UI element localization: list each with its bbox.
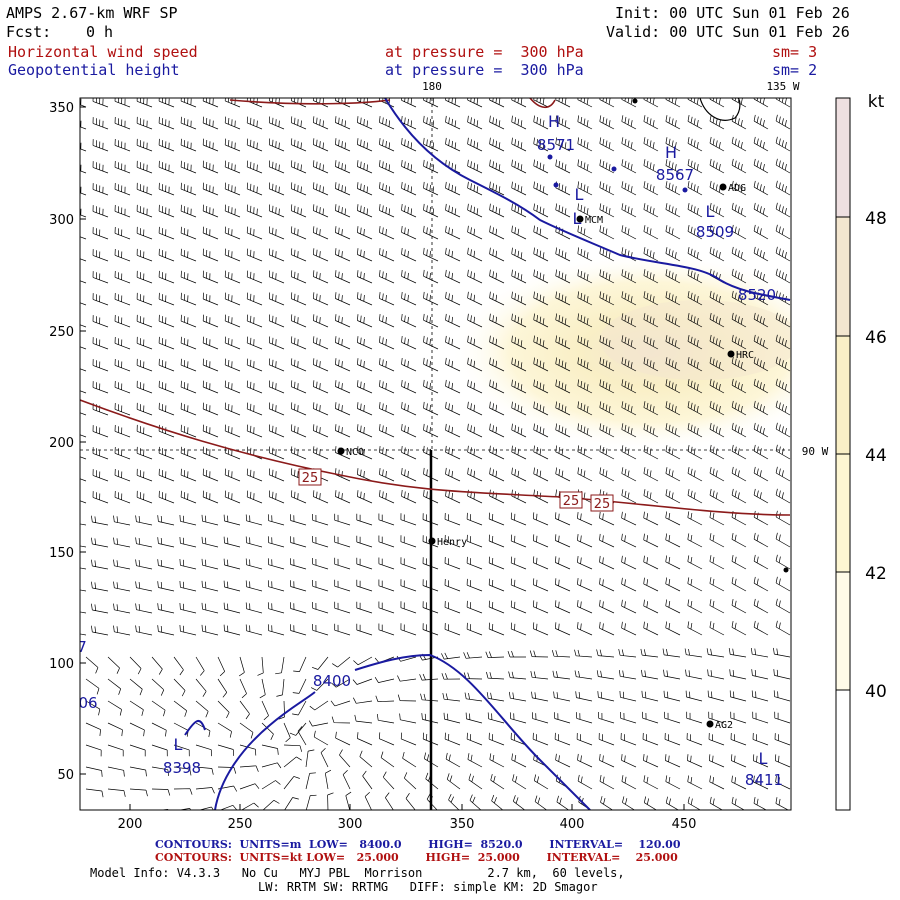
station-marker: [727, 350, 735, 358]
height-label: 06: [78, 694, 97, 712]
height-label: 8509: [696, 223, 734, 241]
station-dot: [547, 154, 553, 160]
station-marker: [706, 720, 714, 728]
speed-contour-25: [80, 399, 791, 516]
station-label: ADG: [728, 183, 746, 194]
station-label: MCM: [585, 215, 603, 226]
station-marker: [428, 537, 436, 545]
speed-contour-25-north: [229, 99, 391, 105]
speed-label: 25: [302, 471, 319, 486]
plot-background: [80, 98, 791, 810]
init-time: Init: 00 UTC Sun 01 Feb 26: [615, 4, 850, 22]
x-tick-label: 300: [338, 817, 363, 832]
y-tick-label: 200: [49, 436, 74, 451]
x-tick-label: 350: [450, 817, 475, 832]
model-title: AMPS 2.67-km WRF SP: [6, 4, 178, 22]
wind-barb-field: [80, 98, 791, 810]
field1-name: Horizontal wind speed: [8, 43, 198, 61]
speed-contour-25-small: [529, 98, 556, 109]
speed-label-box: [590, 494, 614, 512]
station-marker: [576, 215, 584, 223]
meridian-label: 90 W: [802, 445, 829, 458]
y-tick-label: 350: [49, 101, 74, 116]
height-contour-8400: [354, 653, 591, 810]
footer-contours-speed: CONTOURS: UNITS=kt LOW= 25.000 HIGH= 25.…: [155, 851, 678, 864]
y-tick-label: 250: [49, 325, 74, 340]
pressure-center-label: L: [174, 735, 183, 754]
colorbar-unit: kt: [868, 92, 885, 112]
colorbar-band: [836, 572, 850, 690]
field2-name: Geopotential height: [8, 61, 180, 79]
y-tick-label: 50: [57, 768, 74, 783]
colorbar-band: [836, 98, 850, 217]
height-label: 8571: [537, 136, 575, 154]
colorbar: 48 46 44 42 40 kt: [835, 92, 887, 811]
height-label: 8520: [738, 286, 776, 304]
fcst-value: 0 h: [86, 23, 114, 41]
plot-frame: [79, 97, 792, 811]
x-tick-label: 450: [672, 817, 697, 832]
station-dot: [682, 187, 688, 193]
footer-contours-height: CONTOURS: UNITS=m LOW= 8400.0 HIGH= 8520…: [155, 838, 681, 851]
x-tick-label: 400: [560, 817, 585, 832]
station-dot: [553, 182, 559, 188]
station-dot: [783, 567, 789, 573]
station-label: AG2: [715, 720, 733, 731]
colorbar-band: [836, 690, 850, 810]
pressure-center-label: L: [759, 749, 768, 768]
field1-sm: sm= 3: [772, 43, 818, 61]
station-dot: [632, 98, 638, 104]
field2-sm: sm= 2: [772, 61, 818, 79]
speed-label: 25: [563, 494, 580, 509]
height-label: 8400: [313, 672, 351, 690]
colorbar-tick-label: 42: [865, 564, 887, 584]
contours: 8571856785098520840083988411067HHLLLLL25…: [77, 98, 791, 810]
pressure-center-label: L: [706, 202, 715, 221]
meridian-label: 180: [422, 80, 442, 93]
y-tick-label: 150: [49, 546, 74, 561]
axes: 200 250 300 350 400 450 350 300 250 200 150 100 50 18…: [49, 80, 828, 832]
colorbar-band: [836, 217, 850, 336]
station-label: HRC: [736, 350, 754, 361]
colorbar-tick-label: 44: [865, 446, 887, 466]
station-dot: [611, 166, 617, 172]
station-markers: ADG MCM HRC NCO Henry AG2: [337, 98, 789, 731]
field2-level: at pressure = 300 hPa: [385, 61, 584, 79]
height-label: 8398: [163, 759, 201, 777]
pressure-center-label: H: [548, 112, 560, 131]
pressure-center-label: H: [665, 143, 677, 162]
coastline: [699, 98, 741, 121]
x-tick-label: 250: [228, 817, 253, 832]
wind-barbs: [80, 98, 791, 810]
colorbar-tick-label: 46: [865, 328, 887, 348]
fcst-label: Fcst:: [6, 23, 52, 41]
colorbar-band: [836, 336, 850, 454]
speed-label-box: [559, 491, 583, 509]
colorbar-band: [836, 454, 850, 572]
height-contour-small: [184, 720, 206, 736]
y-tick-label: 100: [49, 657, 74, 672]
x-tick-label: 200: [118, 817, 143, 832]
height-label: 8567: [656, 166, 694, 184]
colorbar-tick-label: 48: [865, 209, 887, 229]
y-tick-label: 300: [49, 213, 74, 228]
meridian-label: 135 W: [766, 80, 799, 93]
height-contour-8520: [384, 98, 791, 301]
height-contour-8398: [214, 691, 316, 810]
speed-label: 25: [594, 497, 611, 512]
station-label: NCO: [346, 447, 364, 458]
speed-label-box: [298, 468, 322, 486]
height-label: 7: [77, 638, 87, 656]
pressure-center-label: L: [575, 185, 584, 204]
valid-time: Valid: 00 UTC Sun 01 Feb 26: [606, 23, 850, 41]
field1-level: at pressure = 300 hPa: [385, 43, 584, 61]
height-label: 8411: [745, 771, 783, 789]
colorbar-tick-label: 40: [865, 682, 887, 702]
footer-model-info: Model Info: V4.3.3 No Cu MYJ PBL Morriso…: [90, 866, 625, 880]
footer-physics: LW: RRTM SW: RRTMG DIFF: simple KM: 2D S…: [258, 880, 598, 894]
station-label: Henry: [437, 537, 467, 548]
station-marker: [337, 447, 345, 455]
station-marker: [719, 183, 727, 191]
